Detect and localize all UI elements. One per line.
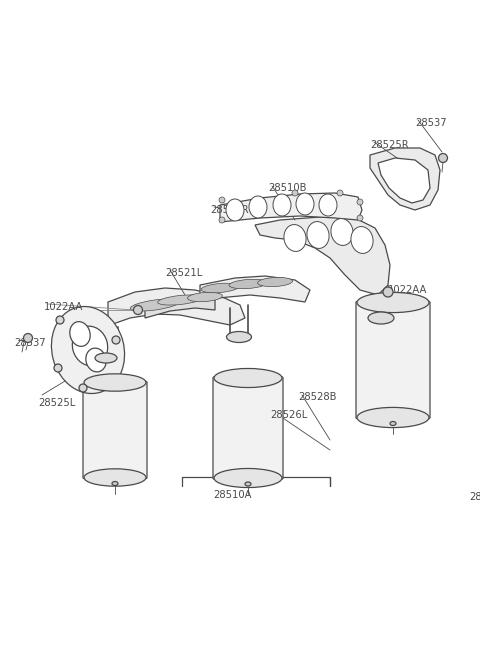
Text: 28537: 28537 <box>415 118 446 128</box>
FancyBboxPatch shape <box>213 377 283 479</box>
Ellipse shape <box>357 215 363 221</box>
Ellipse shape <box>70 322 90 346</box>
Ellipse shape <box>226 199 244 221</box>
Ellipse shape <box>133 305 143 314</box>
Ellipse shape <box>95 353 117 363</box>
Ellipse shape <box>84 469 146 486</box>
Ellipse shape <box>337 190 343 196</box>
Text: 28521L: 28521L <box>165 268 202 278</box>
Text: 28525R: 28525R <box>370 140 408 150</box>
Polygon shape <box>370 148 440 210</box>
Text: 1022AA: 1022AA <box>388 285 427 295</box>
Ellipse shape <box>273 194 291 216</box>
Text: 28510A: 28510A <box>469 492 480 502</box>
Ellipse shape <box>383 287 393 297</box>
Ellipse shape <box>319 194 337 216</box>
Polygon shape <box>200 276 310 303</box>
Ellipse shape <box>390 422 396 426</box>
Ellipse shape <box>130 299 180 311</box>
Ellipse shape <box>54 364 62 372</box>
Ellipse shape <box>357 292 429 312</box>
Ellipse shape <box>296 193 314 215</box>
FancyBboxPatch shape <box>83 381 147 479</box>
FancyBboxPatch shape <box>356 301 430 419</box>
Text: 1022AA: 1022AA <box>44 302 84 312</box>
Ellipse shape <box>79 384 87 392</box>
Ellipse shape <box>351 227 373 253</box>
Polygon shape <box>255 217 390 295</box>
Polygon shape <box>108 288 245 325</box>
Ellipse shape <box>307 221 329 248</box>
Ellipse shape <box>229 279 267 289</box>
Polygon shape <box>378 158 430 203</box>
Ellipse shape <box>51 307 125 394</box>
Ellipse shape <box>249 196 267 218</box>
Ellipse shape <box>331 219 353 246</box>
Ellipse shape <box>157 295 203 305</box>
Ellipse shape <box>56 316 64 324</box>
Ellipse shape <box>86 348 106 372</box>
Ellipse shape <box>368 312 394 324</box>
Text: 28510B: 28510B <box>268 183 307 193</box>
Ellipse shape <box>188 292 222 302</box>
Ellipse shape <box>112 336 120 344</box>
Text: 28528B: 28528B <box>298 392 336 402</box>
Ellipse shape <box>24 333 33 343</box>
Ellipse shape <box>214 468 282 487</box>
Polygon shape <box>145 295 215 318</box>
Ellipse shape <box>72 326 108 366</box>
Ellipse shape <box>292 190 298 196</box>
Ellipse shape <box>439 153 447 162</box>
Ellipse shape <box>219 197 225 203</box>
Ellipse shape <box>227 331 252 343</box>
Polygon shape <box>220 193 362 222</box>
Text: 28537: 28537 <box>14 338 46 348</box>
Text: 28510A: 28510A <box>213 490 252 500</box>
Ellipse shape <box>245 482 251 486</box>
Ellipse shape <box>219 217 225 223</box>
Ellipse shape <box>284 225 306 252</box>
Ellipse shape <box>357 199 363 205</box>
Ellipse shape <box>357 407 429 428</box>
Ellipse shape <box>112 481 118 485</box>
Text: 28521R: 28521R <box>210 205 249 215</box>
Ellipse shape <box>201 283 239 293</box>
Ellipse shape <box>258 278 292 287</box>
Text: 28525L: 28525L <box>38 398 75 408</box>
Ellipse shape <box>214 369 282 388</box>
Text: 28526L: 28526L <box>270 410 307 420</box>
Ellipse shape <box>84 374 146 391</box>
